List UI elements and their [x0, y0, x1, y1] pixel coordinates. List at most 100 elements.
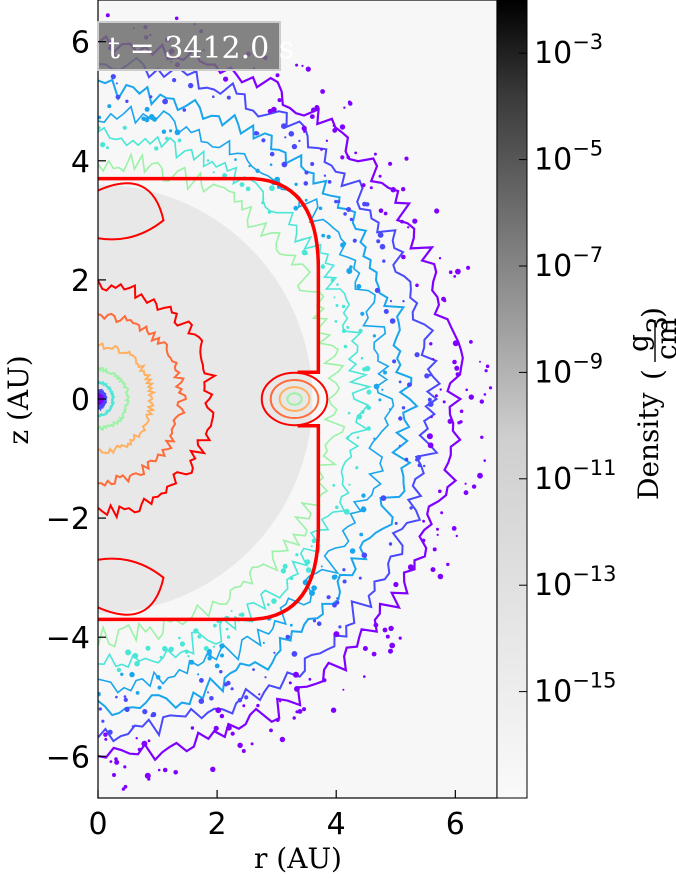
contour-speckle: [144, 772, 151, 779]
side-blob-contour: [260, 371, 329, 427]
contour-speckle: [369, 186, 373, 190]
contour-speckle: [377, 232, 384, 238]
contour-speckle: [447, 418, 453, 424]
density-contour-shell: [98, 56, 442, 743]
contour-speckle: [332, 484, 336, 487]
colorbar-unit-numerator: g: [622, 334, 655, 352]
contour-speckle: [332, 127, 338, 133]
contour-speckle: [125, 99, 129, 104]
contour-speckle: [213, 725, 219, 731]
contour-speckle: [269, 185, 275, 192]
contour-speckle: [485, 364, 490, 369]
contour-speckle: [383, 370, 387, 375]
contour-speckle: [354, 151, 358, 155]
contour-speckle: [226, 725, 232, 731]
contour-speckle: [434, 208, 440, 214]
contour-speckle: [314, 105, 320, 110]
contour-speckle: [210, 766, 216, 772]
colorbar-tick-label: 10−7: [534, 243, 603, 284]
contour-speckle: [165, 136, 169, 141]
contour-speckle: [219, 713, 225, 719]
contour-speckle: [373, 152, 377, 156]
x-tick-label: 6: [446, 807, 465, 842]
contour-speckle: [310, 162, 315, 166]
contour-speckle: [284, 136, 287, 139]
contour-speckle: [293, 671, 299, 678]
contour-speckle: [162, 767, 168, 773]
contour-speckle: [134, 660, 140, 667]
contour-speckle: [380, 495, 387, 501]
contour-speckle: [301, 64, 304, 67]
colorbar-tick-label: 10−13: [534, 562, 617, 603]
contour-speckle: [480, 435, 484, 439]
contour-speckle: [437, 573, 444, 580]
contour-speckle: [342, 568, 346, 572]
contour-speckle: [464, 482, 467, 485]
contour-speckle: [142, 709, 148, 715]
colorbar-tick-label: 10−9: [534, 349, 603, 390]
contour-speckle: [115, 82, 118, 85]
contour-speckle: [471, 484, 477, 489]
contour-speckle: [438, 257, 442, 260]
contour-speckle: [209, 696, 214, 701]
contour-speckle: [346, 155, 351, 159]
contour-speckle: [466, 265, 471, 270]
contour-speckle: [422, 519, 425, 523]
contour-speckle: [346, 268, 353, 274]
contour-speckle: [226, 680, 231, 686]
colorbar-unit-denominator: cm: [650, 318, 676, 360]
contour-speckle: [105, 146, 109, 150]
contour-speckle: [427, 442, 434, 449]
density-contour-shell: [98, 126, 373, 669]
contour-speckle: [241, 749, 246, 753]
contour-speckle: [120, 672, 124, 676]
contour-speckle: [379, 243, 386, 250]
contour-speckle: [154, 146, 159, 151]
contour-speckle: [312, 619, 317, 623]
y-tick-label: 0: [71, 383, 90, 418]
contour-speckle: [101, 719, 105, 723]
contour-speckle: [341, 304, 346, 309]
contour-speckle: [383, 211, 388, 216]
contour-speckle: [483, 459, 487, 462]
contour-speckle: [432, 358, 435, 361]
contour-speckle: [428, 373, 432, 377]
contour-speckle: [308, 677, 312, 681]
contour-speckle: [184, 649, 189, 654]
contour-speckle: [291, 143, 298, 150]
colorbar-open-paren: (: [636, 369, 669, 380]
y-tick-label: −6: [46, 740, 90, 775]
contour-speckle: [362, 646, 368, 651]
contour-speckle: [226, 635, 231, 639]
colorbar: 10−3 10−5 10−7 10−9 10−11 10−13 10−15 Density …: [496, 0, 676, 799]
contour-speckle: [337, 200, 341, 204]
contour-speckle: [298, 139, 301, 143]
contour-speckle: [316, 621, 322, 626]
contour-speckle: [389, 300, 393, 303]
contour-speckle: [356, 413, 363, 420]
contour-speckle: [162, 98, 169, 105]
contour-speckle: [427, 401, 434, 407]
contour-speckle: [225, 627, 229, 631]
contour-speckle: [436, 533, 439, 537]
contour-speckle: [157, 768, 161, 772]
contour-speckle: [198, 698, 205, 704]
contour-speckle: [226, 95, 231, 100]
contour-speckle: [407, 226, 410, 229]
side-blob-contour: [278, 386, 311, 412]
contour-speckle: [275, 717, 280, 723]
contour-speckle: [340, 242, 346, 248]
contour-speckle: [141, 116, 146, 121]
contour-speckle: [400, 219, 404, 224]
contour-speckle: [322, 678, 327, 683]
contour-speckle: [318, 206, 323, 211]
contour-speckle: [122, 125, 127, 130]
contour-speckle: [488, 386, 493, 390]
polar-cap-contour: [98, 557, 165, 616]
contour-speckle: [371, 651, 377, 657]
contour-speckle: [223, 76, 229, 82]
contour-speckle: [291, 651, 298, 657]
contour-speckle: [212, 171, 215, 174]
contour-speckle: [255, 168, 260, 173]
contour-speckle: [294, 686, 300, 692]
